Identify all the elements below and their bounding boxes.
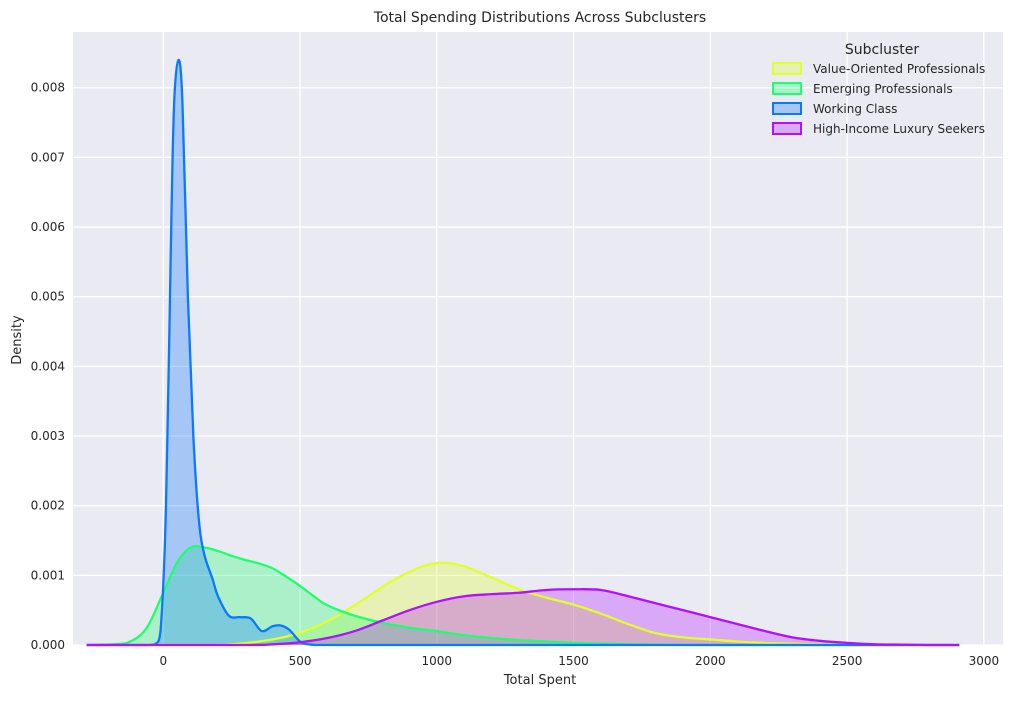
x-tick-label: 500	[289, 654, 312, 668]
x-tick-label: 2000	[695, 654, 726, 668]
legend-label: Emerging Professionals	[813, 82, 953, 96]
y-tick-label: 0.001	[31, 568, 65, 582]
x-tick-label: 3000	[969, 654, 1000, 668]
legend-swatch	[772, 82, 802, 95]
x-tick-label: 1000	[422, 654, 453, 668]
series-area	[86, 562, 960, 645]
y-tick-label: 0.006	[31, 220, 65, 234]
y-tick-label: 0.005	[31, 290, 65, 304]
legend-label: Value-Oriented Professionals	[813, 62, 985, 76]
series-area	[86, 546, 960, 645]
y-axis-label: Density	[10, 315, 25, 365]
legend-title: Subcluster	[845, 42, 920, 58]
series-line	[86, 58, 960, 647]
y-tick-label: 0.004	[31, 359, 65, 373]
y-tick-label: 0.000	[31, 638, 65, 652]
series-lines	[86, 58, 960, 647]
x-tick-label: 1500	[558, 654, 589, 668]
legend-items: Value-Oriented Professionals Emerging Pro…	[772, 62, 985, 136]
x-axis-label: Total Spent	[503, 673, 576, 688]
legend-swatch	[772, 62, 802, 75]
x-tick-label: 0	[159, 654, 167, 668]
series-layer	[86, 58, 960, 647]
y-tick-label: 0.003	[31, 429, 65, 443]
y-tick-label: 0.002	[31, 499, 65, 513]
legend-swatch	[772, 122, 802, 135]
y-tick-label: 0.008	[31, 81, 65, 95]
x-tick-label: 2500	[832, 654, 863, 668]
legend-label: Working Class	[813, 102, 897, 116]
y-tick-label: 0.007	[31, 150, 65, 164]
series-area	[86, 589, 960, 645]
x-axis-ticks: 0 500 1000 1500 2000 2500 3000	[159, 654, 999, 668]
legend-swatch	[772, 102, 802, 115]
y-axis-ticks: 0.000 0.001 0.002 0.003 0.004 0.005 0.006 0.007…	[31, 81, 65, 652]
chart-title: Total Spending Distributions Across Subc…	[373, 10, 706, 26]
legend: Subcluster Value-Oriented Professionals E…	[772, 42, 985, 136]
series-line	[86, 588, 960, 647]
plot-background	[73, 32, 1003, 645]
legend-label: High-Income Luxury Seekers	[813, 122, 985, 136]
